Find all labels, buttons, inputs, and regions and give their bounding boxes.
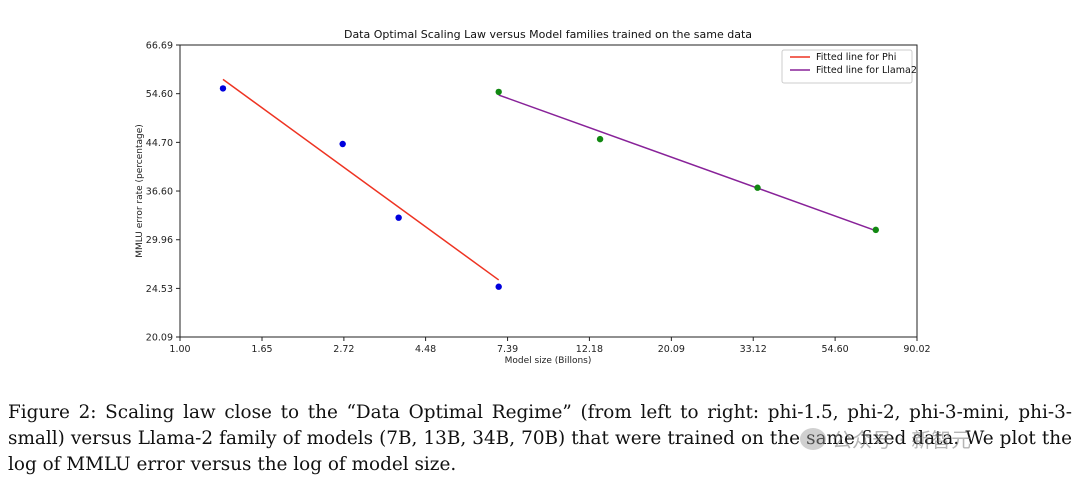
data-point-llama2 [754, 184, 761, 191]
x-tick-label: 20.09 [658, 344, 685, 355]
data-point-phi [395, 214, 402, 221]
data-point-llama2 [596, 135, 604, 143]
data-point-phi [219, 85, 227, 92]
y-axis-label: MMLU error rate (percentage) [135, 124, 145, 258]
x-tick-label: 7.39 [497, 344, 518, 355]
x-tick-label: 4.48 [415, 344, 436, 355]
legend: Fitted line for Phi Fitted line for Llam… [781, 49, 917, 84]
x-tick-label: 33.12 [740, 344, 767, 355]
y-tick-label: 44.70 [146, 138, 173, 149]
legend-box [781, 49, 913, 84]
figure-caption: Figure 2: Scaling law close to the “Data… [8, 402, 1072, 475]
x-tick-label: 1.00 [169, 344, 190, 355]
chart-title: Data Optimal Scaling Law versus Model fa… [344, 28, 752, 41]
y-tick-label: 36.60 [146, 187, 173, 198]
data-point-phi [495, 283, 502, 290]
data-point-llama2 [872, 226, 880, 234]
x-tick-label: 90.02 [903, 344, 930, 355]
y-tick-label: 20.09 [146, 333, 173, 344]
fitted-lines [222, 78, 877, 281]
wechat-icon [800, 427, 826, 450]
x-tick-label: 2.72 [333, 344, 354, 355]
x-axis-ticks: 1.00 1.65 2.72 4.48 7.39 12.18 20.09 33.12 54.60… [169, 337, 931, 355]
x-tick-label: 12.18 [576, 344, 603, 355]
x-axis-label: Model size (Billons) [505, 356, 592, 366]
plot-area [179, 44, 918, 338]
y-tick-label: 29.96 [146, 235, 173, 246]
legend-label-phi: Fitted line for Phi [816, 52, 896, 63]
scaling-law-chart: Data Optimal Scaling Law versus Model fa… [135, 28, 931, 366]
data-point-llama2 [495, 88, 502, 96]
legend-label-llama2: Fitted line for Llama2 [816, 65, 917, 76]
fitted-line-llama2 [498, 94, 877, 232]
x-tick-label: 1.65 [251, 344, 272, 355]
data-point-phi [339, 140, 346, 148]
y-tick-label: 54.60 [146, 89, 173, 100]
fitted-line-phi [222, 78, 500, 281]
y-tick-label: 24.53 [146, 284, 173, 295]
x-tick-label: 54.60 [822, 344, 849, 355]
watermark-text: 公众号 · 新智元 [832, 428, 972, 452]
watermark: 公众号 · 新智元 [800, 424, 971, 453]
y-tick-label: 66.69 [146, 41, 173, 52]
y-axis-ticks: 20.09 24.53 29.96 36.60 44.70 54.60 66.69 [146, 41, 180, 344]
data-points [219, 85, 880, 290]
